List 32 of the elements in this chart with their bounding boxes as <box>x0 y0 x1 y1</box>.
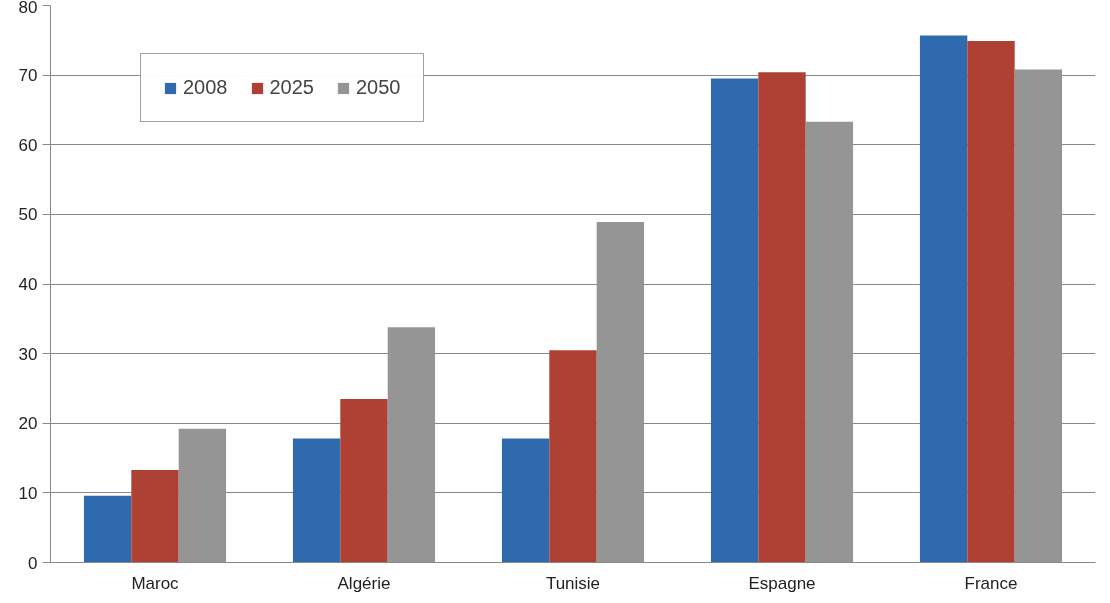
bar <box>292 438 341 563</box>
x-tick-label: France <box>964 573 1018 593</box>
legend-label: 2050 <box>356 76 401 99</box>
x-tick-label: Algérie <box>337 573 391 593</box>
y-tick-label: 10 <box>18 483 38 503</box>
bar <box>501 438 550 563</box>
bar <box>131 469 179 563</box>
x-tick-label: Tunisie <box>545 573 601 593</box>
bar <box>83 495 132 563</box>
bar <box>596 222 645 563</box>
y-tick-label: 40 <box>18 275 38 294</box>
y-tick-label: 70 <box>18 66 38 86</box>
bar <box>758 72 806 563</box>
bar <box>710 78 759 563</box>
bar <box>340 398 388 563</box>
bar <box>178 428 227 563</box>
y-tick-label: 20 <box>18 414 38 434</box>
x-tick-label: Maroc <box>131 573 180 593</box>
y-tick-label: 80 <box>18 0 38 17</box>
y-tick-label: 60 <box>18 135 38 155</box>
bar <box>387 327 436 563</box>
bar <box>967 41 1015 563</box>
y-tick-label: 0 <box>28 553 38 573</box>
bar <box>1014 69 1063 563</box>
legend-label: 2025 <box>269 76 314 99</box>
y-tick-label: 50 <box>18 205 38 225</box>
legend-label: 2008 <box>183 76 228 99</box>
bar <box>805 121 854 563</box>
bar <box>549 350 597 563</box>
y-tick-label: 30 <box>18 344 38 364</box>
x-tick-label: Espagne <box>748 573 816 593</box>
bar <box>919 35 968 563</box>
